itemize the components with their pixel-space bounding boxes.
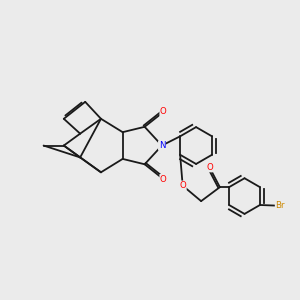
Text: Br: Br (275, 201, 285, 210)
Text: O: O (160, 175, 167, 184)
Text: N: N (159, 141, 165, 150)
Text: O: O (179, 181, 186, 190)
Text: O: O (160, 107, 167, 116)
Text: O: O (206, 163, 213, 172)
